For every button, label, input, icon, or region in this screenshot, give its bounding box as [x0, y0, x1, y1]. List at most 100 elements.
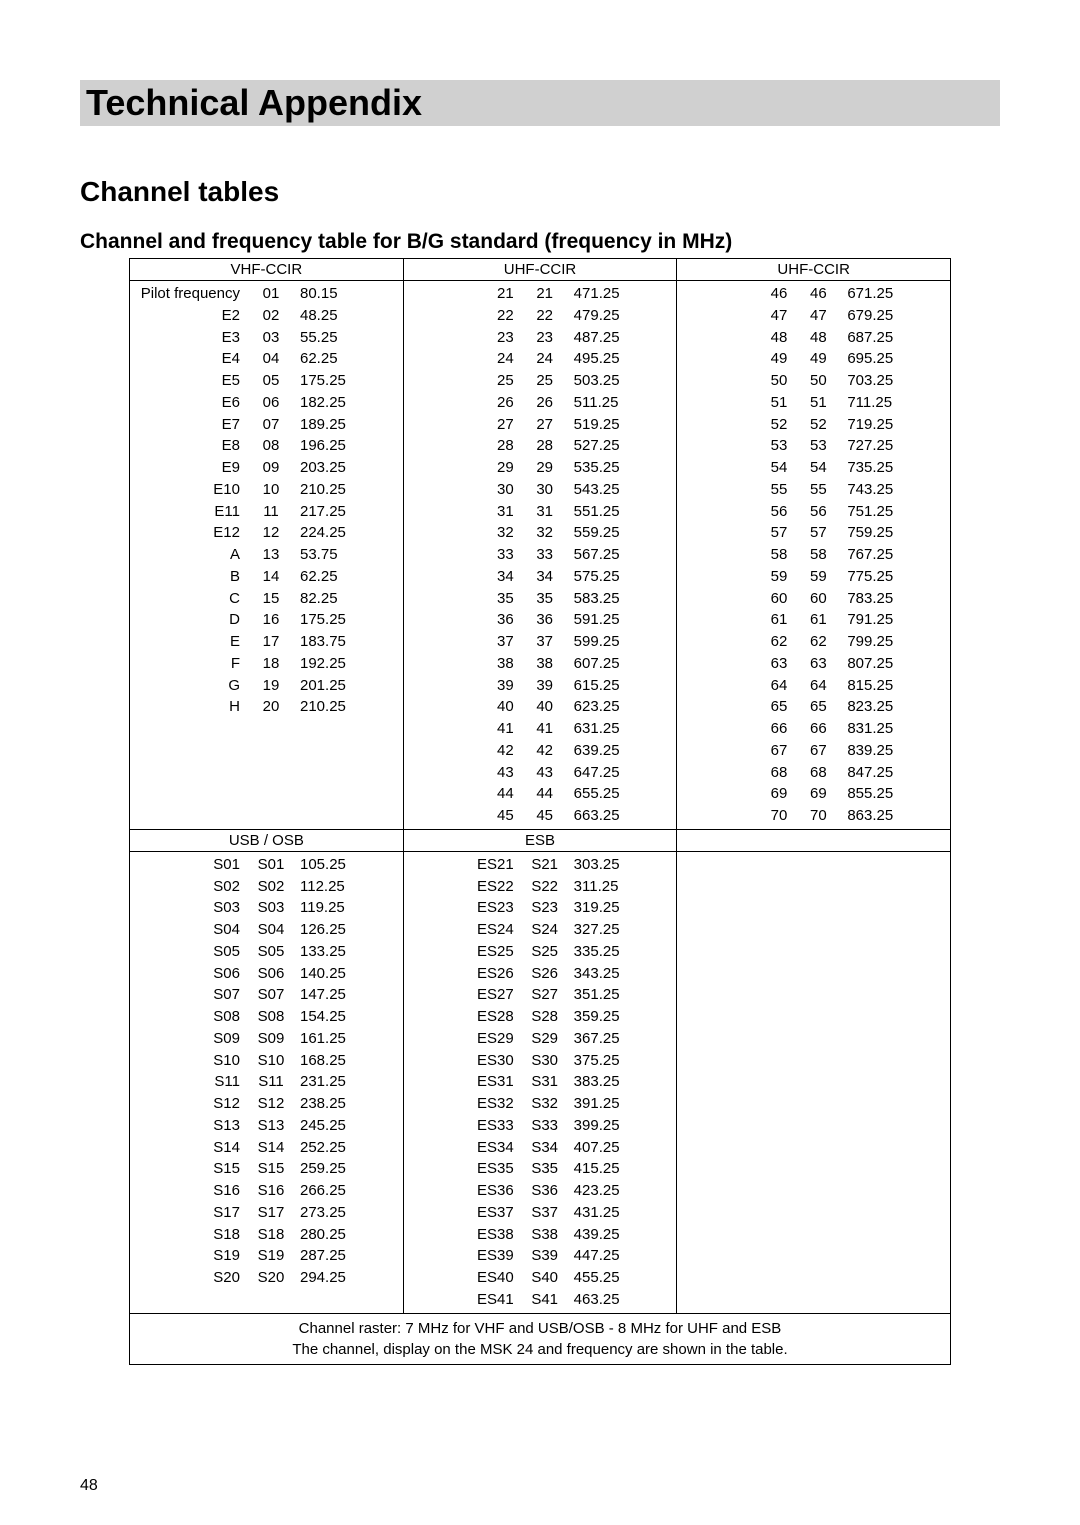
channel-frequency: 703.25: [843, 370, 950, 392]
channel-row: 4343647.25: [404, 762, 677, 784]
channel-label: 45: [404, 805, 520, 827]
channel-frequency: 53.75: [296, 544, 403, 566]
channel-label: ES24: [404, 919, 520, 941]
channel-display: 53: [793, 435, 843, 457]
channel-display: 52: [793, 414, 843, 436]
channel-label: E6: [130, 392, 246, 414]
channel-frequency: 487.25: [570, 327, 677, 349]
channel-row: ES40S40455.25: [404, 1267, 677, 1289]
channel-frequency: 183.75: [296, 631, 403, 653]
channel-row: G19201.25: [130, 675, 403, 697]
channel-label: 66: [677, 718, 793, 740]
channel-label: ES31: [404, 1071, 520, 1093]
channel-display: [246, 740, 296, 762]
channel-row: 5555743.25: [677, 479, 950, 501]
channel-label: 21: [404, 283, 520, 305]
channel-display: 34: [520, 566, 570, 588]
channel-label: 60: [677, 588, 793, 610]
channel-row: E30355.25: [130, 327, 403, 349]
title-bar: Technical Appendix: [80, 80, 1000, 126]
channel-label: S02: [130, 876, 246, 898]
channel-display: 37: [520, 631, 570, 653]
channel-row: 2424495.25: [404, 348, 677, 370]
channel-row: 6666831.25: [677, 718, 950, 740]
channel-display: 04: [246, 348, 296, 370]
band-header: UHF-CCIR: [677, 259, 950, 281]
channel-display: 56: [793, 501, 843, 523]
channel-frequency: 455.25: [570, 1267, 677, 1289]
channel-frequency: 751.25: [843, 501, 950, 523]
channel-frequency: [296, 805, 403, 827]
channel-display: S16: [246, 1180, 296, 1202]
channel-frequency: 631.25: [570, 718, 677, 740]
channel-frequency: 519.25: [570, 414, 677, 436]
channel-row: ES26S26343.25: [404, 963, 677, 985]
channel-row: 2727519.25: [404, 414, 677, 436]
channel-label: [130, 805, 246, 827]
channel-label: 26: [404, 392, 520, 414]
channel-display: S05: [246, 941, 296, 963]
channel-frequency: 415.25: [570, 1158, 677, 1180]
channel-label: 53: [677, 435, 793, 457]
channel-label: 41: [404, 718, 520, 740]
channel-display: S33: [520, 1115, 570, 1137]
channel-label: C: [130, 588, 246, 610]
channel-display: 24: [520, 348, 570, 370]
channel-frequency: 423.25: [570, 1180, 677, 1202]
channel-label: 55: [677, 479, 793, 501]
channel-frequency: 591.25: [570, 609, 677, 631]
channel-display: 09: [246, 457, 296, 479]
channel-frequency: 82.25: [296, 588, 403, 610]
channel-display: 46: [793, 283, 843, 305]
channel-label: E12: [130, 522, 246, 544]
channel-display: 49: [793, 348, 843, 370]
channel-display: S04: [246, 919, 296, 941]
channel-row: S18S18280.25: [130, 1224, 403, 1246]
channel-label: 49: [677, 348, 793, 370]
channel-label: E9: [130, 457, 246, 479]
channel-frequency: 503.25: [570, 370, 677, 392]
channel-frequency: 375.25: [570, 1050, 677, 1072]
channel-frequency: 727.25: [843, 435, 950, 457]
channel-row: ES35S35415.25: [404, 1158, 677, 1180]
channel-frequency: 210.25: [296, 696, 403, 718]
channel-label: [130, 783, 246, 805]
channel-display: S08: [246, 1006, 296, 1028]
channel-row: ES27S27351.25: [404, 984, 677, 1006]
footer-note-1: Channel raster: 7 MHz for VHF and USB/OS…: [299, 1320, 782, 1337]
channel-frequency: 759.25: [843, 522, 950, 544]
channel-label: B: [130, 566, 246, 588]
channel-row: S13S13245.25: [130, 1115, 403, 1137]
channel-row: 3838607.25: [404, 653, 677, 675]
channel-frequency: 407.25: [570, 1137, 677, 1159]
channel-display: 43: [520, 762, 570, 784]
channel-label: 50: [677, 370, 793, 392]
channel-frequency: 196.25: [296, 435, 403, 457]
channel-row: [130, 1289, 403, 1311]
channel-label: ES35: [404, 1158, 520, 1180]
channel-frequency: 48.25: [296, 305, 403, 327]
channel-row: 3030543.25: [404, 479, 677, 501]
channel-row: ES25S25335.25: [404, 941, 677, 963]
channel-label: 22: [404, 305, 520, 327]
channel-display: [246, 1289, 296, 1311]
channel-row: S16S16266.25: [130, 1180, 403, 1202]
top-band-row: VHF-CCIRPilot frequency0180.15E20248.25E…: [130, 259, 950, 829]
channel-display: 31: [520, 501, 570, 523]
channel-row: S11S11231.25: [130, 1071, 403, 1093]
channel-row: ES30S30375.25: [404, 1050, 677, 1072]
channel-row: 4646671.25: [677, 283, 950, 305]
channel-display: 36: [520, 609, 570, 631]
channel-frequency: 168.25: [296, 1050, 403, 1072]
channel-display: S22: [520, 876, 570, 898]
channel-row: ES24S24327.25: [404, 919, 677, 941]
channel-label: S20: [130, 1267, 246, 1289]
channel-frequency: 383.25: [570, 1071, 677, 1093]
channel-display: S39: [520, 1245, 570, 1267]
channel-label: ES23: [404, 897, 520, 919]
channel-row: ES21S21303.25: [404, 854, 677, 876]
page-number: 48: [80, 1477, 98, 1495]
channel-display: S06: [246, 963, 296, 985]
channel-label: D: [130, 609, 246, 631]
band-column: VHF-CCIRPilot frequency0180.15E20248.25E…: [130, 259, 404, 829]
